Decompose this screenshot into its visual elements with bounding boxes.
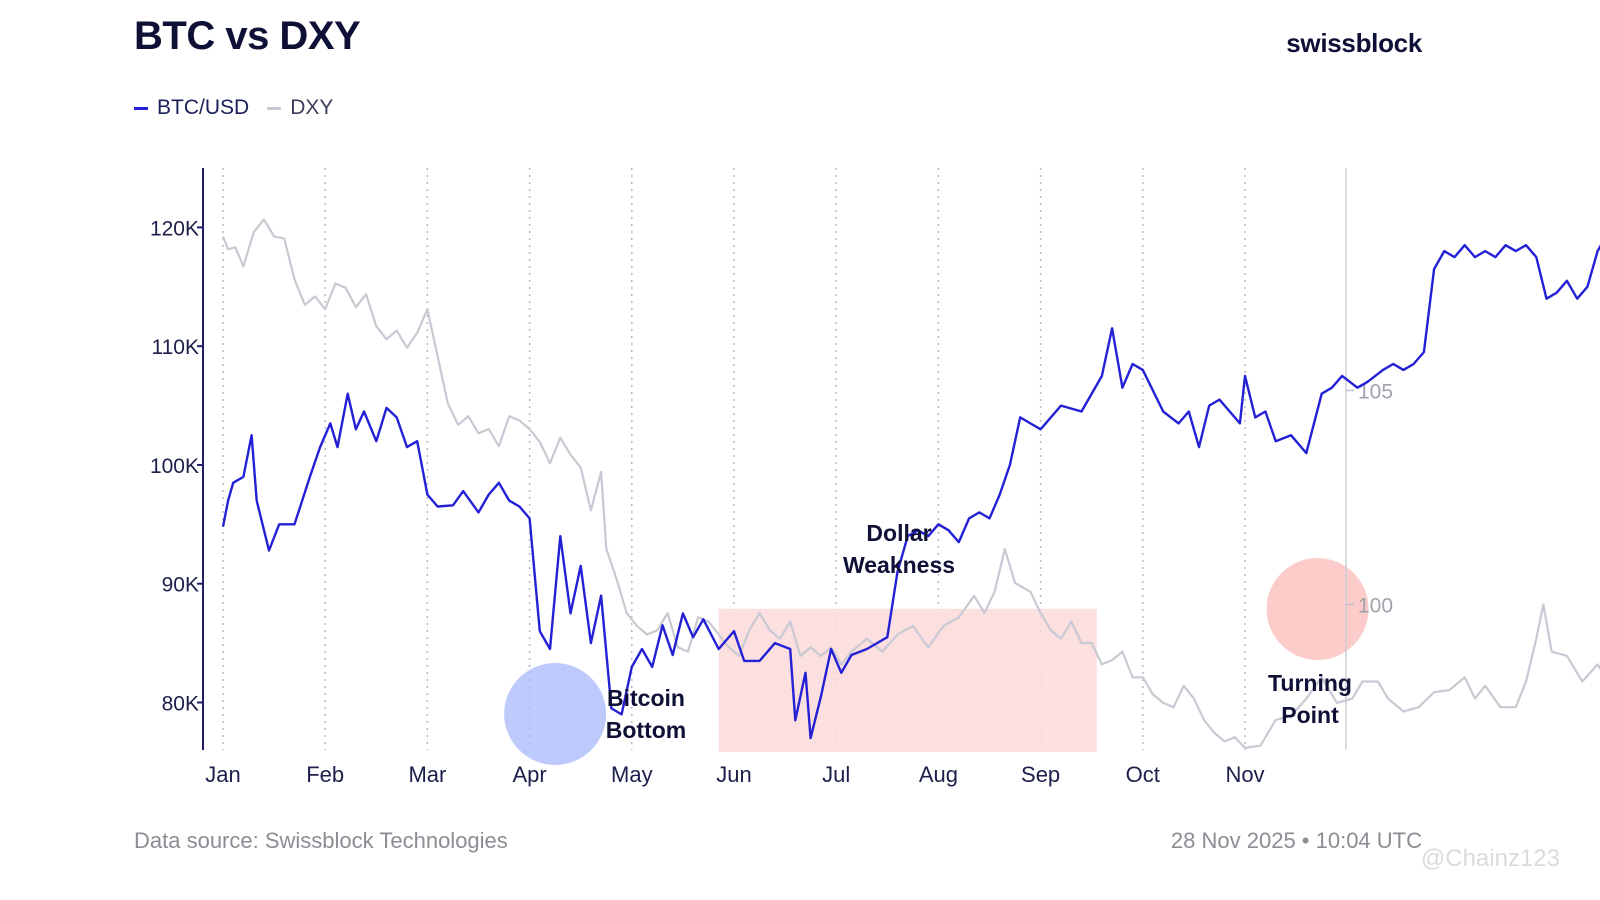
- left-tick-label: 100K: [150, 455, 199, 478]
- timestamp: 28 Nov 2025 • 10:04 UTC: [1170, 828, 1422, 853]
- bitcoin-bottom-label: Bottom: [606, 717, 686, 743]
- brand-logo: swissblock: [1286, 28, 1422, 58]
- legend-item-dxy[interactable]: DXY: [267, 96, 333, 120]
- dollar-weakness-region: [718, 608, 1097, 752]
- x-tick-jul: Jul: [822, 762, 850, 787]
- turning-point-label: Turning: [1268, 670, 1352, 696]
- x-tick-jan: Jan: [205, 762, 240, 787]
- right-tick-label: 105: [1358, 381, 1393, 404]
- chart-title: BTC vs DXY: [134, 14, 361, 58]
- legend-label-dxy: DXY: [290, 96, 334, 119]
- dollar-weakness-label: Weakness: [843, 552, 955, 578]
- x-tick-feb: Feb: [306, 762, 344, 787]
- x-tick-sep: Sep: [1021, 762, 1060, 787]
- bitcoin-bottom-circle: [504, 663, 607, 765]
- left-tick-label: 90K: [162, 574, 199, 597]
- legend-swatch-dxy: [267, 106, 282, 110]
- left-tick-label: 120K: [150, 217, 199, 240]
- x-tick-apr: Apr: [512, 762, 546, 787]
- dollar-weakness-label: Dollar: [866, 520, 931, 546]
- data-source: Data source: Swissblock Technologies: [134, 828, 508, 853]
- left-tick-label: 80K: [162, 692, 199, 715]
- turning-point-label: Point: [1281, 702, 1339, 728]
- bitcoin-bottom-label: Bitcoin: [607, 685, 685, 711]
- x-tick-nov: Nov: [1225, 762, 1264, 787]
- chart-legend: BTC/USD DXY: [134, 96, 351, 120]
- btc-line: [221, 244, 1600, 740]
- x-tick-oct: Oct: [1126, 762, 1160, 787]
- right-tick-label: 100: [1358, 595, 1393, 618]
- dxy-line: [221, 218, 1600, 749]
- legend-label-btc: BTC/USD: [157, 96, 250, 119]
- x-tick-aug: Aug: [919, 762, 958, 787]
- x-tick-jun: Jun: [716, 762, 751, 787]
- left-tick-label: 110K: [152, 336, 200, 359]
- legend-swatch-btc: [134, 106, 148, 110]
- legend-item-btc[interactable]: BTC/USD: [134, 96, 249, 120]
- watermark: @Chainz123: [1420, 845, 1560, 872]
- x-tick-mar: Mar: [408, 762, 446, 787]
- turning-point-circle: [1266, 558, 1369, 660]
- x-tick-may: May: [611, 762, 653, 787]
